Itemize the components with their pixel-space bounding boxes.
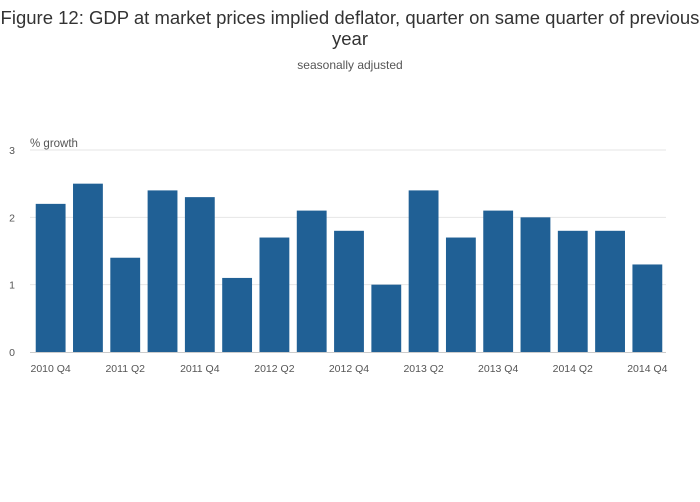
chart-title: Figure 12: GDP at market prices implied … (0, 7, 700, 49)
bar (334, 230, 364, 352)
bar (557, 230, 588, 352)
bar (483, 210, 514, 352)
x-tick-label: 2010 Q4 (30, 363, 70, 375)
bar (408, 190, 439, 352)
y-tick-label: 0 (9, 347, 15, 359)
bar (259, 237, 290, 352)
y-tick-label: 3 (9, 145, 15, 157)
x-tick-label: 2011 Q2 (105, 363, 145, 375)
bar (184, 197, 215, 352)
bar (222, 277, 253, 352)
x-tick-label: 2014 Q2 (553, 363, 593, 375)
y-tick-label: 1 (9, 280, 15, 292)
bar (371, 284, 402, 352)
bar (595, 230, 625, 352)
x-tick-label: 2012 Q4 (329, 363, 369, 375)
bar (35, 203, 66, 352)
y-tick-label: 2 (9, 212, 15, 224)
bar (296, 210, 327, 352)
x-tick-label: 2012 Q2 (254, 363, 294, 375)
bar (445, 237, 476, 352)
bar (520, 217, 551, 352)
x-tick-label: 2013 Q4 (478, 363, 518, 375)
bar (73, 183, 103, 352)
x-tick-label: 2014 Q4 (627, 363, 667, 375)
y-axis-label: % growth (30, 138, 78, 150)
x-tick-label: 2011 Q4 (180, 363, 220, 375)
chart-subtitle: seasonally adjusted (297, 58, 403, 72)
bar (632, 264, 663, 352)
bar (110, 257, 141, 352)
bar (147, 190, 178, 352)
x-tick-label: 2013 Q2 (403, 363, 443, 375)
